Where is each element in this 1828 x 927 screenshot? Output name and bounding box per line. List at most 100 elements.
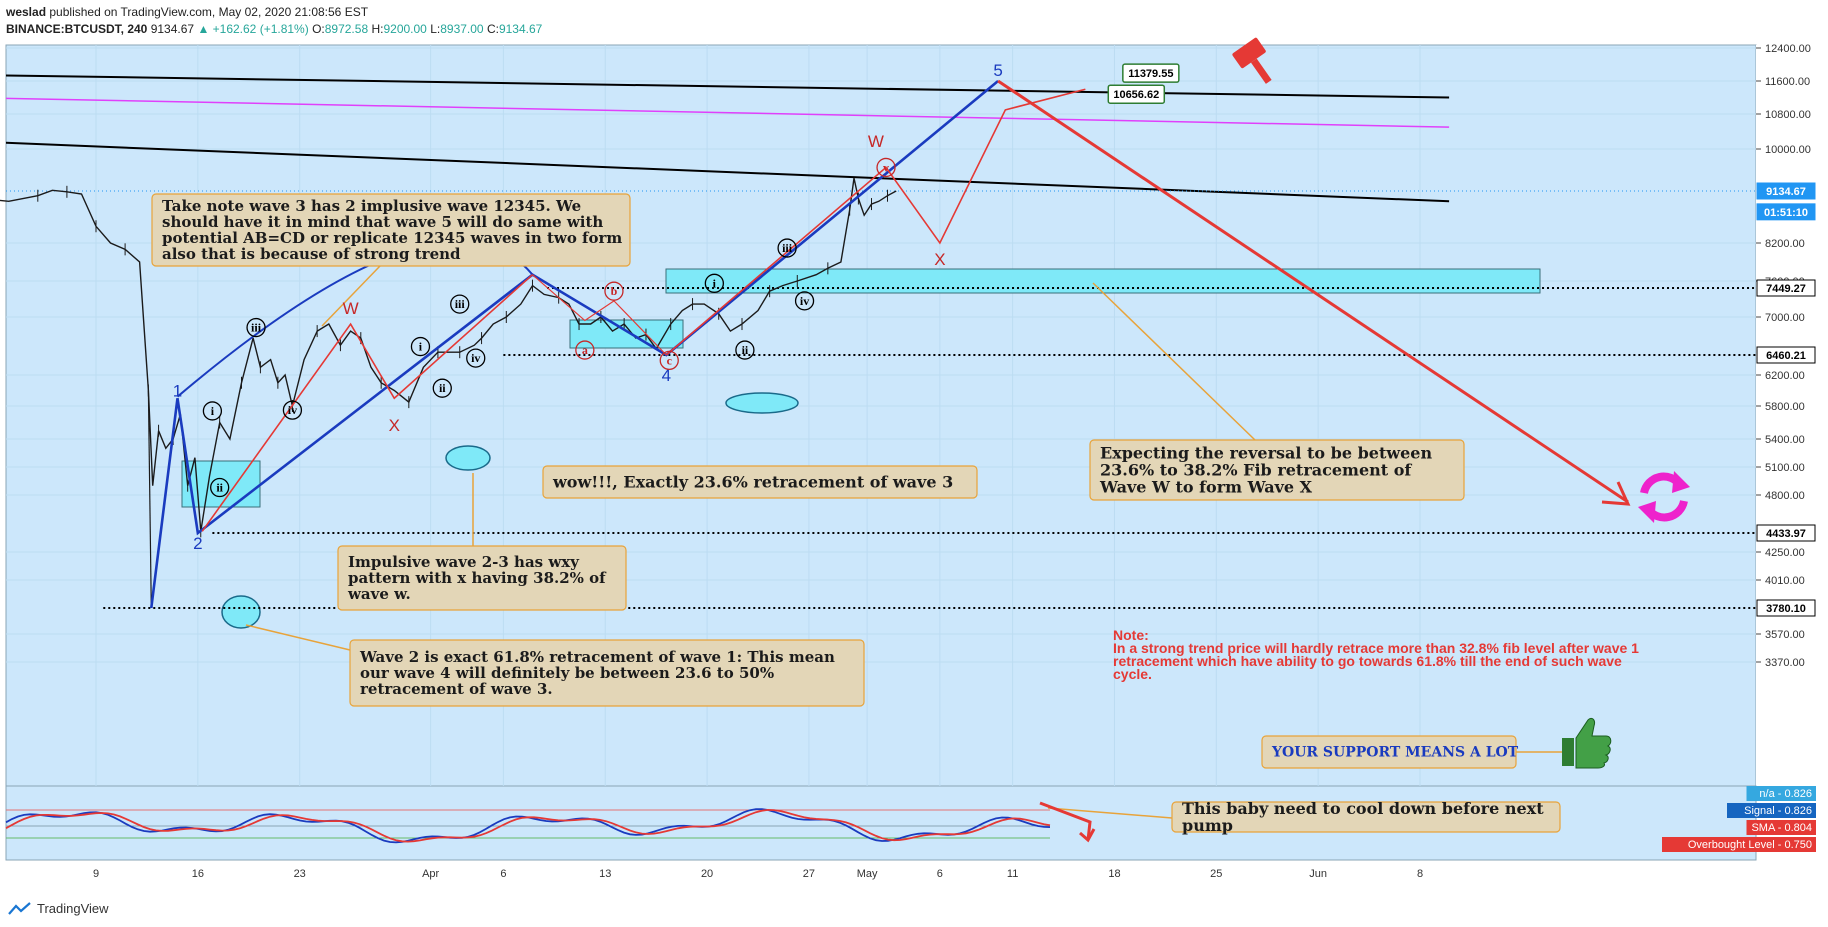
wave-circle-label: iv	[800, 294, 809, 308]
ohlc-legend: BINANCE:BTCUSDT, 240 9134.67 ▲ +162.62 (…	[6, 21, 542, 37]
wave-circle	[466, 348, 486, 368]
wave-circle-label: iii	[251, 321, 262, 335]
time-axis-label: 25	[1210, 868, 1222, 880]
hammer-handle	[1250, 58, 1272, 84]
time-axis-label: 9	[93, 868, 99, 880]
footer-brand: TradingView	[37, 901, 109, 916]
wave-circle-label: iv	[288, 403, 297, 417]
price-marker-label: 9134.67	[1766, 186, 1806, 198]
note-wow-box	[542, 465, 978, 499]
note-impulsive-text: Impulsive wave 2-3 has wxy pattern with x…	[347, 553, 607, 603]
magenta-line	[6, 97, 1450, 128]
note-wave2-text: Wave 2 is exact 61.8% retracement of wav…	[359, 648, 835, 698]
price-marker-box	[1756, 599, 1816, 617]
price-marker-box	[1756, 346, 1816, 364]
thumb-cuff	[1562, 738, 1574, 766]
price-axis-label: 5400.00	[1765, 434, 1805, 446]
wave-circle-label: i	[419, 340, 423, 354]
target-10656-label: 10656.62	[1113, 89, 1159, 101]
refresh-arrowhead	[1672, 471, 1690, 493]
price-axis-label: 11600.00	[1765, 76, 1810, 88]
price-marker-box	[1756, 279, 1816, 297]
wave-circle-label: i	[713, 276, 717, 290]
wave-circle	[735, 340, 755, 360]
note-pointer	[1047, 807, 1173, 819]
wave-circle	[450, 294, 470, 314]
highlight-ellipse	[445, 445, 491, 471]
note-wow: wow!!!, Exactly 23.6% retracement of wav…	[542, 465, 978, 499]
note-pointer	[1092, 282, 1256, 441]
refresh-icon	[1638, 471, 1690, 523]
symbol-label[interactable]: BINANCE:BTCUSDT, 240	[6, 22, 148, 36]
wave-circle-label: b	[611, 284, 618, 298]
open-value: 8972.58	[324, 22, 369, 36]
osc-label-box	[1746, 820, 1816, 835]
wave-circle	[410, 336, 431, 357]
highlight-ellipse	[725, 392, 799, 414]
wave-label: 4	[662, 366, 671, 385]
price-change: ▲ +162.62 (+1.81%)	[197, 22, 309, 36]
target-11379-box	[1122, 63, 1180, 83]
note-wave3-text: Take note wave 3 has 2 implusive wave 12…	[162, 197, 622, 263]
target-10656-box	[1107, 84, 1166, 104]
wave-circle	[246, 317, 266, 338]
price-marker-label: 6460.21	[1766, 350, 1806, 362]
price-marker-label: 3780.10	[1766, 603, 1806, 615]
wave-label: W	[343, 299, 359, 318]
time-axis-label: 16	[192, 868, 204, 880]
osc-main-line	[5, 808, 1051, 843]
close-value: 9134.67	[498, 22, 543, 36]
wave-circle	[282, 400, 303, 420]
price-marker-label: 4433.97	[1766, 528, 1806, 540]
note-reversal: Expecting the reversal to be between 23.6…	[1089, 439, 1465, 501]
osc-label: n/a - 0.826	[1759, 788, 1812, 800]
price-axis-label: 4250.00	[1765, 547, 1805, 559]
price-marker-label: 7449.27	[1766, 283, 1806, 295]
wave-circle	[704, 273, 725, 293]
wave-circle	[777, 238, 797, 258]
wave-label: X	[389, 416, 400, 435]
osc-label-box	[1662, 837, 1816, 852]
thumb-hand	[1575, 717, 1612, 769]
wave-circle	[575, 340, 595, 360]
wave-label: W	[868, 132, 884, 151]
projected-drop-line	[997, 79, 1629, 504]
time-axis-label: 6	[937, 868, 943, 880]
note-support-box	[1261, 735, 1517, 769]
price-axis-label: 7000.00	[1765, 312, 1805, 324]
wave-circle	[604, 281, 624, 301]
wave-label: 1	[173, 382, 182, 401]
price-axis-label: 12400.00	[1765, 43, 1811, 55]
price-axis-label: 4800.00	[1765, 490, 1805, 502]
lower-trendline	[6, 141, 1450, 203]
note-wow-text: wow!!!, Exactly 23.6% retracement of wav…	[552, 473, 953, 492]
note-wave3: Take note wave 3 has 2 implusive wave 12…	[151, 193, 631, 267]
low-value: 8937.00	[440, 22, 484, 36]
note-impulsive: Impulsive wave 2-3 has wxy pattern with x…	[337, 545, 627, 611]
tradingview-footer[interactable]: TradingView	[8, 901, 109, 916]
hammer-head	[1232, 37, 1266, 69]
publish-header: weslad published on TradingView.com, May…	[6, 4, 368, 20]
time-axis-label: 13	[599, 868, 611, 880]
time-axis-label: 27	[803, 868, 815, 880]
wave-circle-label: a	[582, 343, 588, 357]
time-axis-label: Jun	[1309, 868, 1327, 880]
price-axis-label: 5800.00	[1765, 401, 1805, 413]
wave-circle-label: ii	[216, 481, 223, 495]
note-wave3-box	[151, 193, 631, 267]
time-axis-label: Apr	[422, 868, 439, 880]
highlight-ellipse	[221, 595, 261, 629]
wave-circle-label: c	[667, 353, 673, 367]
author-name[interactable]: weslad	[6, 5, 47, 19]
price-axis-label: 4010.00	[1765, 575, 1805, 587]
price-axis-label: 3370.00	[1765, 657, 1805, 669]
wave-circle-label: iii	[782, 241, 793, 255]
thumbs-up-icon	[1562, 717, 1612, 769]
refresh-arrowhead	[1638, 501, 1656, 523]
close-label: C:	[486, 22, 499, 36]
wave-circle-label: iii	[455, 297, 466, 311]
wxy-wave-red	[201, 274, 534, 532]
note-cooldown: This baby need to cool down before next p…	[1171, 799, 1561, 835]
price-series-line	[0, 177, 897, 532]
